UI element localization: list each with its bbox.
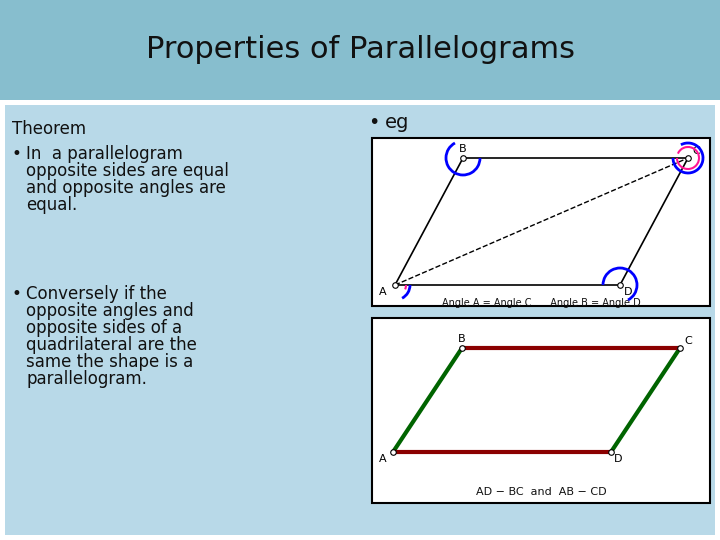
Text: equal.: equal.	[26, 196, 77, 214]
Text: Conversely if the: Conversely if the	[26, 285, 167, 303]
Text: •: •	[12, 285, 22, 303]
Text: opposite sides of a: opposite sides of a	[26, 319, 182, 337]
Text: Angle A = Angle C      Angle B = Angle D: Angle A = Angle C Angle B = Angle D	[441, 298, 640, 308]
Text: Theorem: Theorem	[12, 120, 86, 138]
Text: B: B	[459, 144, 467, 154]
Text: Properties of Parallelograms: Properties of Parallelograms	[145, 36, 575, 64]
Bar	[5, 105, 715, 535]
Text: C: C	[692, 146, 700, 156]
Text: B: B	[458, 334, 466, 344]
Text: opposite angles and: opposite angles and	[26, 302, 194, 320]
Text: opposite sides are equal: opposite sides are equal	[26, 162, 229, 180]
Text: A: A	[379, 454, 387, 464]
Text: and opposite angles are: and opposite angles are	[26, 179, 226, 197]
Bar	[372, 318, 710, 503]
Text: D: D	[624, 287, 632, 297]
Text: eg: eg	[385, 113, 410, 132]
Text: C: C	[684, 336, 692, 346]
Text: In  a parallelogram: In a parallelogram	[26, 145, 183, 163]
Text: A: A	[379, 287, 387, 297]
Bar	[372, 138, 710, 306]
Text: •: •	[12, 145, 22, 163]
Text: parallelogram.: parallelogram.	[26, 370, 147, 388]
Text: •: •	[368, 113, 379, 132]
Text: same the shape is a: same the shape is a	[26, 353, 193, 371]
Text: AD − BC  and  AB − CD: AD − BC and AB − CD	[476, 487, 606, 497]
Bar	[0, 0, 720, 100]
Text: quadrilateral are the: quadrilateral are the	[26, 336, 197, 354]
Text: D: D	[614, 454, 623, 464]
